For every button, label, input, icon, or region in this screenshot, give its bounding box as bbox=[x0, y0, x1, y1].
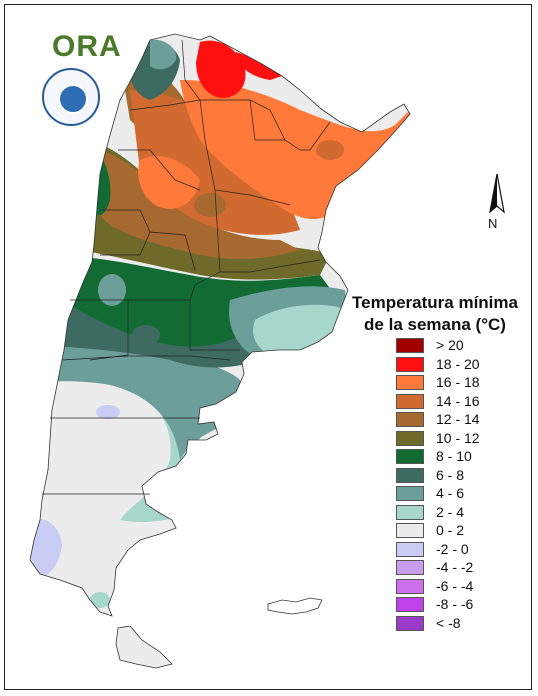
legend-label: 10 - 12 bbox=[436, 429, 480, 446]
legend-label: -6 - -4 bbox=[436, 577, 474, 594]
legend-label: 6 - 8 bbox=[436, 466, 465, 483]
legend-swatch bbox=[396, 597, 424, 612]
legend-label: 14 - 16 bbox=[436, 392, 480, 409]
north-label: N bbox=[488, 216, 498, 231]
legend-swatch bbox=[396, 541, 424, 557]
legend-swatch bbox=[396, 578, 424, 594]
legend-swatch bbox=[396, 356, 424, 372]
legend-swatch bbox=[396, 338, 424, 353]
legend-swatch bbox=[396, 560, 424, 575]
legend-label: 18 - 20 bbox=[436, 355, 480, 372]
legend-title-line1: Temperatura mínima bbox=[352, 293, 518, 312]
ora-logo: ORA bbox=[52, 30, 122, 63]
legend-label: 0 - 2 bbox=[436, 522, 465, 538]
legend-swatch bbox=[396, 430, 424, 446]
legend-label: 16 - 18 bbox=[436, 374, 480, 390]
legend-swatch bbox=[396, 486, 424, 501]
legend-swatch bbox=[396, 615, 424, 631]
legend-swatch bbox=[396, 375, 424, 390]
legend-swatch bbox=[396, 523, 424, 538]
legend-label: 8 - 10 bbox=[436, 448, 472, 464]
malvinas-islands bbox=[267, 597, 323, 615]
country-outline bbox=[29, 33, 411, 617]
legend-label: 4 - 6 bbox=[436, 485, 465, 501]
province-borders bbox=[42, 39, 331, 495]
legend-title-line2: de la semana (°C) bbox=[364, 315, 506, 334]
tierra-del-fuego bbox=[115, 625, 173, 669]
legend-label: -4 - -2 bbox=[436, 559, 474, 575]
legend-swatch bbox=[396, 467, 424, 483]
legend-label: < -8 bbox=[436, 614, 461, 631]
legend-label: 2 - 4 bbox=[436, 503, 465, 520]
legend-label: > 20 bbox=[436, 337, 464, 353]
smn-seal-logo bbox=[42, 68, 100, 126]
legend-title: Temperatura mínima de la semana (°C) bbox=[344, 292, 526, 336]
seal-emblem bbox=[58, 84, 88, 114]
legend-label: -8 - -6 bbox=[436, 596, 474, 612]
legend-swatch bbox=[396, 412, 424, 427]
legend-swatch bbox=[396, 504, 424, 520]
legend-label: 12 - 14 bbox=[436, 411, 480, 427]
legend-swatch bbox=[396, 449, 424, 464]
north-arrow-icon bbox=[489, 173, 505, 214]
legend-label: -2 - 0 bbox=[436, 540, 469, 557]
legend-swatch bbox=[396, 393, 424, 409]
